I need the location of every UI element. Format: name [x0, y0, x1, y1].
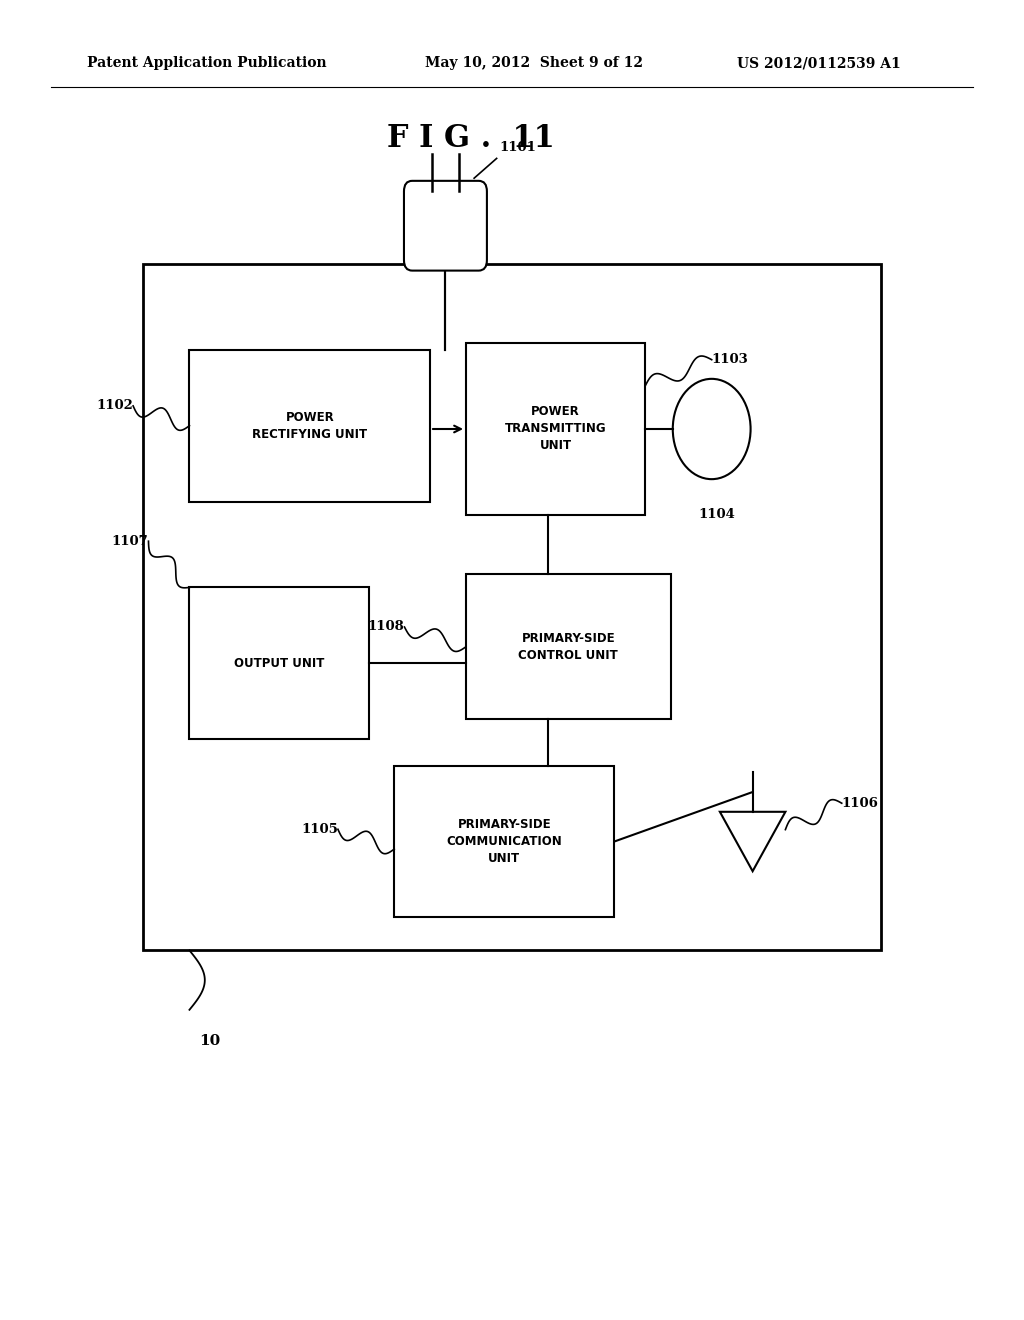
Bar	[189, 350, 430, 502]
Bar	[143, 264, 881, 950]
Text: PRIMARY-SIDE
CONTROL UNIT: PRIMARY-SIDE CONTROL UNIT	[518, 632, 618, 661]
Text: PRIMARY-SIDE
COMMUNICATION
UNIT: PRIMARY-SIDE COMMUNICATION UNIT	[446, 818, 562, 865]
Text: 1108: 1108	[368, 620, 404, 634]
Text: 1107: 1107	[112, 535, 148, 548]
Text: Patent Application Publication: Patent Application Publication	[87, 57, 327, 70]
Bar	[466, 574, 671, 719]
Text: POWER
RECTIFYING UNIT: POWER RECTIFYING UNIT	[252, 411, 368, 441]
Text: US 2012/0112539 A1: US 2012/0112539 A1	[737, 57, 901, 70]
Text: 1103: 1103	[712, 354, 749, 366]
Text: 1105: 1105	[301, 822, 338, 836]
Text: 1102: 1102	[96, 400, 133, 412]
Text: May 10, 2012  Sheet 9 of 12: May 10, 2012 Sheet 9 of 12	[425, 57, 643, 70]
Text: 1101: 1101	[500, 141, 537, 154]
Text: F I G .  11: F I G . 11	[387, 123, 555, 154]
Text: 1106: 1106	[842, 797, 879, 809]
Bar	[189, 587, 369, 739]
Text: 10: 10	[200, 1034, 220, 1048]
Text: 1104: 1104	[698, 508, 735, 521]
Text: POWER
TRANSMITTING
UNIT: POWER TRANSMITTING UNIT	[505, 405, 606, 453]
Bar	[394, 766, 614, 917]
Bar	[466, 343, 645, 515]
Text: OUTPUT UNIT: OUTPUT UNIT	[233, 657, 325, 669]
FancyBboxPatch shape	[403, 181, 487, 271]
